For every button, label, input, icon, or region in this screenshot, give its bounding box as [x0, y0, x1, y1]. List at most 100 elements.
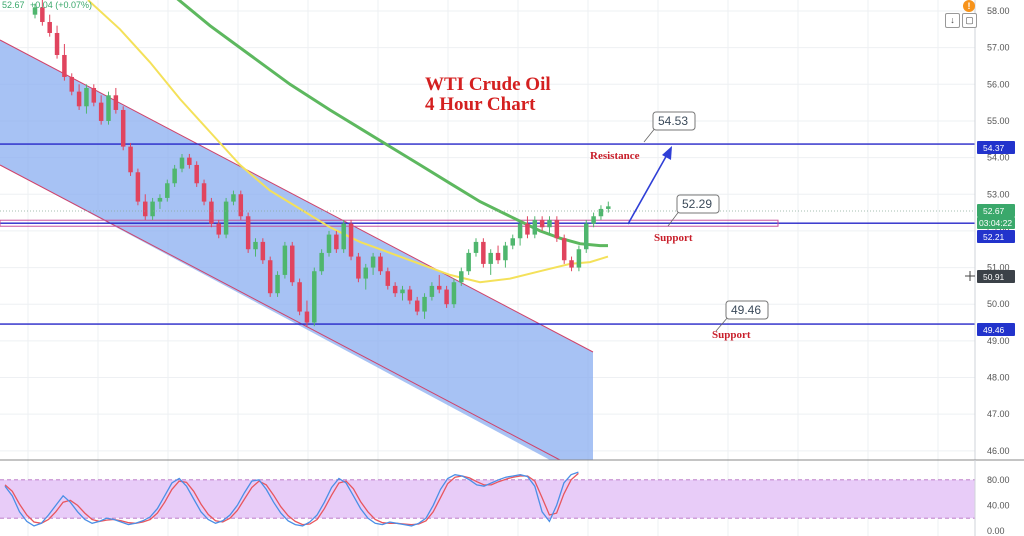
candle-body — [437, 285, 442, 290]
candle-body — [466, 252, 471, 272]
price-tick-label: 51.00 — [987, 263, 1010, 273]
candle-body — [238, 194, 244, 217]
candle-body — [348, 223, 354, 257]
alert-icon[interactable]: ! — [963, 0, 975, 12]
candle-body — [451, 282, 457, 305]
support-price-tag-2: 49.46 — [983, 325, 1005, 335]
candle-body — [143, 201, 148, 217]
price-tick-label: 55.00 — [987, 116, 1010, 126]
candle-body — [135, 172, 141, 202]
candle-body — [429, 285, 435, 297]
candle-body — [32, 7, 38, 15]
candle-body — [400, 289, 405, 294]
callout-box-support-2 — [725, 300, 769, 320]
candle-body — [128, 146, 133, 173]
candle-body — [253, 241, 258, 250]
price-tick-label: 57.00 — [987, 43, 1010, 53]
candle-body — [532, 219, 538, 235]
candle-body — [245, 216, 251, 250]
candle-body — [488, 252, 493, 264]
candle-body — [569, 260, 574, 268]
candle-body — [554, 219, 560, 239]
candle-body — [378, 256, 383, 272]
candle-body — [319, 252, 324, 272]
fullscreen-icon[interactable]: ▢ — [962, 13, 977, 28]
candle-body — [473, 241, 479, 253]
candle-body — [606, 206, 611, 209]
chart-title-line1: WTI Crude Oil — [425, 74, 551, 95]
callout-pointer-support-2 — [715, 316, 729, 332]
moving-average-yellow — [87, 0, 609, 284]
level-lines — [0, 143, 975, 325]
price-axis: 58.0057.0056.0055.0054.0053.0052.0051.00… — [974, 0, 1010, 460]
ohlc-change: +0.04 (+0.07%) — [30, 0, 92, 10]
level-price-tags: 54.37 52.67 03:04:22 52.21 50.91 49.46 — [965, 141, 1015, 336]
chart-title-line2: 4 Hour Chart — [425, 94, 536, 115]
candle-body — [62, 54, 67, 77]
candlesticks — [32, 0, 611, 327]
candle-body — [525, 223, 530, 235]
descending-channel — [0, 40, 593, 460]
stoch-tick-label: 80.00 — [987, 475, 1010, 485]
channel-lower-edge — [0, 164, 561, 461]
candle-body — [216, 223, 221, 235]
price-tick-label: 56.00 — [987, 79, 1010, 89]
candle-body — [98, 102, 104, 121]
stoch-tick-label: 40.00 — [987, 500, 1010, 510]
price-tick-label: 49.00 — [987, 336, 1010, 346]
candle-body — [54, 32, 60, 55]
candle-body — [547, 219, 552, 228]
candle-body — [312, 271, 317, 323]
candle-body — [267, 260, 273, 294]
candle-body — [495, 252, 501, 261]
candle-body — [326, 234, 332, 253]
candle-body — [385, 271, 391, 286]
candle-body — [165, 183, 170, 198]
candle-body — [584, 223, 589, 250]
callout-box-support-1 — [676, 194, 720, 214]
candle-body — [150, 201, 155, 217]
candle-body — [422, 296, 427, 312]
title-block: WTI Crude Oil 4 Hour Chart — [425, 74, 551, 115]
price-tick-label: 54.00 — [987, 153, 1010, 163]
ohlc-last-value: 52.67 — [2, 0, 25, 10]
candle-body — [356, 256, 361, 279]
candle-body — [187, 157, 192, 165]
channel-upper-edge — [0, 39, 594, 353]
projection-arrow — [627, 146, 672, 225]
callout-support-1-value: 52.29 — [682, 197, 712, 211]
price-tick-label: 47.00 — [987, 409, 1010, 419]
candle-body — [209, 201, 214, 224]
candle-body — [363, 267, 368, 279]
price-tick-label: 50.00 — [987, 299, 1010, 309]
cursor-price-tag: 50.91 — [983, 272, 1005, 282]
candle-body — [260, 241, 266, 261]
candle-body — [481, 241, 486, 264]
candle-body — [113, 95, 119, 110]
candle-body — [341, 223, 346, 250]
candle-body — [172, 168, 177, 184]
support-zone — [0, 219, 779, 227]
last-price-tag: 52.67 — [983, 206, 1005, 216]
candle-body — [517, 223, 523, 239]
candle-body — [598, 208, 604, 217]
candle-body — [194, 164, 199, 184]
candle-body — [106, 95, 111, 121]
candle-body — [444, 289, 449, 305]
candle-body — [231, 194, 236, 202]
price-tick-label: 53.00 — [987, 189, 1010, 199]
candle-body — [459, 271, 464, 283]
callout-support-2-value: 49.46 — [731, 303, 761, 317]
candle-body — [503, 245, 508, 261]
candle-body — [407, 289, 413, 301]
candle-body — [370, 256, 376, 268]
candle-body — [290, 245, 295, 283]
down-arrow-icon[interactable]: ↓ — [945, 13, 960, 28]
candle-body — [539, 219, 545, 228]
candle-body — [576, 249, 582, 268]
candle-body — [120, 109, 126, 147]
header-legend: 52.67 +0.04 (+0.07%) — [2, 0, 92, 10]
candle-body — [76, 91, 82, 107]
candle-body — [510, 238, 515, 246]
